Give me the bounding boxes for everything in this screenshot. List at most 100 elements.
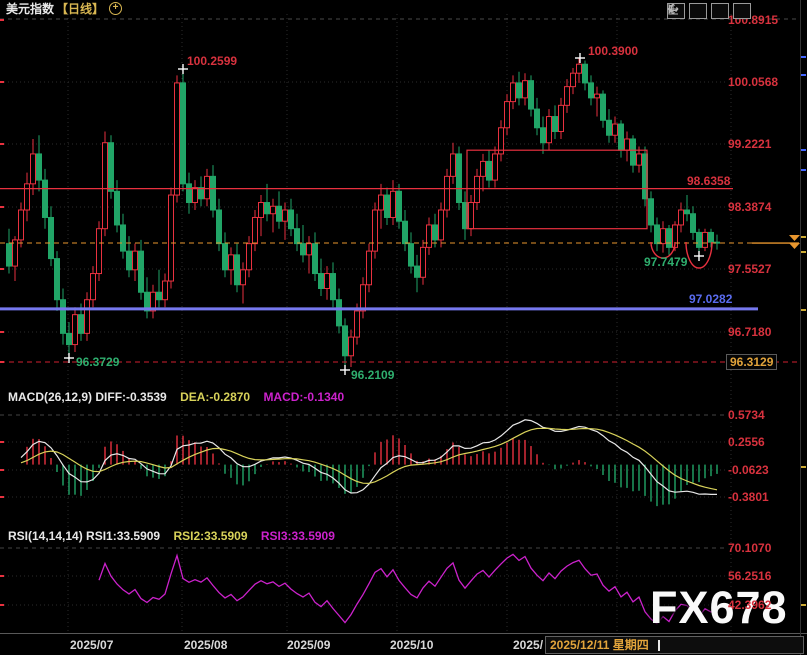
candle-body — [330, 273, 336, 301]
candle-body — [162, 280, 168, 301]
candle-body — [408, 243, 414, 267]
candle-body — [120, 224, 126, 252]
candle-body — [612, 123, 618, 136]
price-marker-top — [789, 235, 800, 241]
candle-body — [456, 153, 462, 204]
candle-body — [114, 190, 120, 226]
candle-body — [696, 231, 702, 248]
candle-body — [636, 153, 642, 166]
candle-body — [78, 314, 84, 334]
candle-body — [234, 254, 240, 286]
candle-body — [654, 224, 660, 245]
candle-body — [54, 258, 60, 301]
candle-body — [486, 160, 492, 181]
bottom-arc — [650, 241, 676, 259]
candle-body — [660, 228, 666, 245]
candle-body — [12, 239, 18, 267]
rsi-params-rsi1: RSI(14,14,14) RSI1:33.5909 — [8, 529, 161, 543]
candle-body — [594, 93, 600, 99]
macd-dea-line — [20, 427, 718, 491]
zoom-in-icon[interactable]: + — [109, 1, 123, 15]
candle-body — [240, 269, 246, 286]
candle-body — [138, 250, 144, 293]
shift-right-icon[interactable] — [669, 3, 751, 19]
period-label: 【日线】 — [56, 1, 105, 16]
candle-body — [360, 284, 366, 312]
candle-body — [306, 243, 312, 256]
symbol-name: 美元指数 — [6, 1, 55, 16]
candle-body — [288, 209, 294, 230]
candle-body — [414, 265, 420, 278]
fit-vertical-scale-icon[interactable] — [668, 3, 707, 19]
candle-body — [582, 63, 588, 84]
candle-body — [606, 119, 612, 136]
macd-hist-value: MACD:-0.1340 — [263, 390, 345, 404]
candle-body — [252, 216, 258, 245]
candle-body — [540, 127, 546, 144]
candle-body — [522, 80, 528, 99]
candle-body — [300, 243, 306, 256]
candle-body — [402, 220, 408, 245]
candle-body — [228, 254, 234, 271]
candle-body — [186, 183, 192, 204]
candle-body — [198, 187, 204, 200]
candle-body — [474, 175, 480, 204]
rsi-line — [98, 553, 718, 625]
candle-body — [264, 202, 270, 215]
candle-body — [690, 213, 696, 233]
candle-body — [90, 273, 96, 301]
candle-body — [258, 202, 264, 218]
candle-body — [192, 187, 198, 204]
cursor-mark — [658, 640, 660, 651]
candle-body — [174, 82, 180, 196]
candle-body — [42, 179, 48, 218]
fit-horizontal-scale-icon[interactable] — [668, 3, 729, 19]
candle-body — [666, 228, 672, 248]
candle-body — [552, 116, 558, 133]
candle-body — [432, 224, 438, 241]
candle-body — [96, 228, 102, 275]
candle-body — [108, 142, 114, 192]
candle-body — [708, 231, 714, 243]
rsi-header: RSI(14,14,14) RSI1:33.5909 RSI2:33.5909 … — [8, 529, 335, 543]
candle-body — [372, 209, 378, 252]
candle-body — [210, 175, 216, 211]
candle-body — [204, 175, 210, 200]
candle-body — [576, 63, 582, 74]
candle-body — [144, 291, 150, 312]
candle-body — [384, 194, 390, 218]
candle-body — [648, 198, 654, 226]
macd-dea-value: DEA:-0.2870 — [180, 390, 251, 404]
candle-body — [678, 209, 684, 226]
candle-body — [468, 202, 474, 230]
candle-body — [378, 194, 384, 211]
macd-header: MACD(26,12,9) DIFF:-0.3539 DEA:-0.2870 M… — [8, 390, 344, 404]
candle-body — [48, 216, 54, 260]
candle-body — [438, 209, 444, 241]
candle-body — [84, 299, 90, 334]
candle-body — [480, 160, 486, 177]
price-marker-bottom — [789, 243, 800, 249]
chart-toolbar — [667, 3, 751, 19]
candle-body — [354, 310, 360, 338]
candle-body — [492, 153, 498, 181]
candle-body — [150, 291, 156, 312]
candle-body — [588, 82, 594, 99]
candle-body — [336, 299, 342, 327]
candle-body — [630, 138, 636, 166]
candle-body — [444, 175, 450, 211]
candle-body — [420, 246, 426, 278]
chart-title: 美元指数 【日线】 + — [6, 1, 123, 16]
candle-body — [36, 153, 42, 181]
consolidation-box — [466, 149, 648, 230]
candle-body — [318, 273, 324, 290]
candle-body — [504, 101, 510, 129]
candle-body — [246, 243, 252, 271]
candle-body — [60, 299, 66, 334]
candle-body — [102, 142, 108, 230]
candle-body — [66, 332, 72, 346]
rsi2-value: RSI2:33.5909 — [173, 529, 248, 543]
candle-body — [294, 228, 300, 245]
